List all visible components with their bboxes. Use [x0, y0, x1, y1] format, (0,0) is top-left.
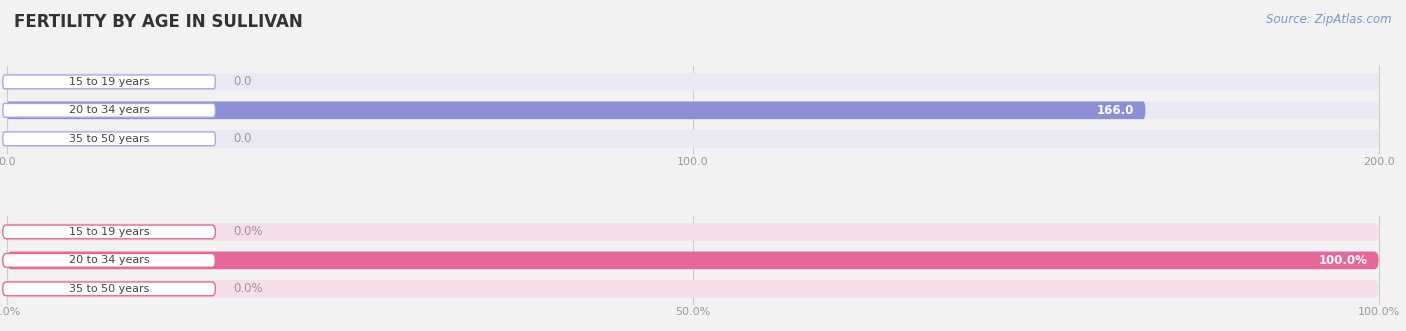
Text: 15 to 19 years: 15 to 19 years: [69, 77, 149, 87]
Text: 20 to 34 years: 20 to 34 years: [69, 105, 149, 115]
Text: 35 to 50 years: 35 to 50 years: [69, 284, 149, 294]
FancyBboxPatch shape: [7, 252, 1378, 269]
FancyBboxPatch shape: [3, 282, 215, 296]
FancyBboxPatch shape: [7, 73, 1378, 91]
Text: 0.0%: 0.0%: [233, 282, 263, 295]
Text: 20 to 34 years: 20 to 34 years: [69, 256, 149, 265]
FancyBboxPatch shape: [7, 223, 1378, 241]
FancyBboxPatch shape: [7, 252, 1378, 269]
Text: FERTILITY BY AGE IN SULLIVAN: FERTILITY BY AGE IN SULLIVAN: [14, 13, 302, 31]
FancyBboxPatch shape: [7, 280, 1378, 298]
Text: 0.0: 0.0: [233, 75, 252, 88]
FancyBboxPatch shape: [7, 102, 1146, 119]
FancyBboxPatch shape: [3, 254, 215, 267]
FancyBboxPatch shape: [3, 104, 215, 117]
Text: 0.0: 0.0: [233, 132, 252, 145]
Text: 0.0%: 0.0%: [233, 225, 263, 238]
Text: 15 to 19 years: 15 to 19 years: [69, 227, 149, 237]
FancyBboxPatch shape: [3, 225, 215, 239]
FancyBboxPatch shape: [7, 102, 1378, 119]
FancyBboxPatch shape: [3, 75, 215, 89]
Text: 35 to 50 years: 35 to 50 years: [69, 134, 149, 144]
Text: 100.0%: 100.0%: [1319, 254, 1368, 267]
Text: 166.0: 166.0: [1097, 104, 1135, 117]
FancyBboxPatch shape: [3, 132, 215, 146]
Text: Source: ZipAtlas.com: Source: ZipAtlas.com: [1267, 13, 1392, 26]
FancyBboxPatch shape: [7, 130, 1378, 148]
